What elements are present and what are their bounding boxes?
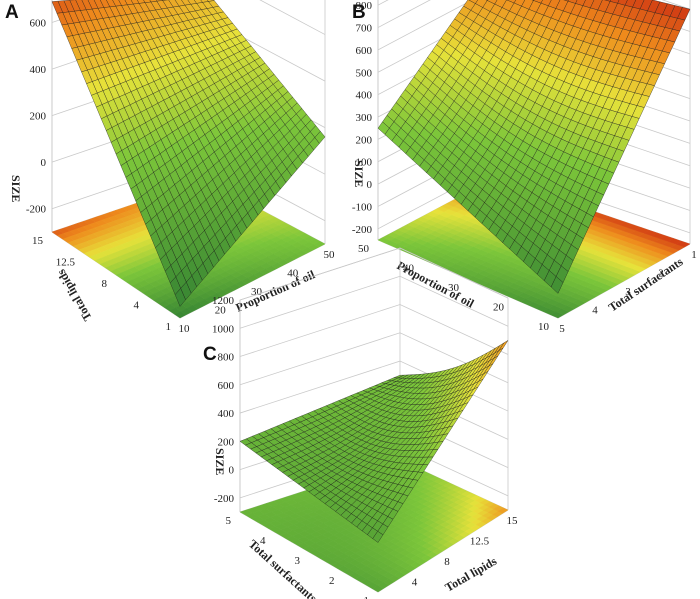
floor-contour-cell [313,241,326,248]
right-axis-tick-label: 3 [625,286,631,298]
z-tick-label: 800 [356,0,373,12]
left-axis-label-a: Total lipids [54,267,95,324]
right-axis-tick-label: 2 [658,268,664,280]
right-axis-tick-label: 40 [287,268,299,280]
z-tick-label: 1200 [212,295,235,307]
z-tick-label: 0 [367,179,373,191]
left-axis-tick-label: 4 [260,535,266,547]
z-tick-label: 200 [30,111,47,123]
z-tick-label: 300 [356,112,373,124]
panel-letter-c: C [203,344,217,365]
right-axis-tick-label: 1 [691,249,697,261]
left-axis-tick-label: 12.5 [56,257,76,269]
left-axis-tick-label: 50 [358,243,370,255]
z-tick-label: 100 [356,157,373,169]
left-axis-tick-label: 8 [102,278,108,290]
surface-cell [174,288,186,307]
z-tick-label: 400 [218,408,235,420]
floor-contour-cell [497,507,509,514]
z-tick-label: 600 [30,18,47,30]
right-axis-tick-label: 8 [444,556,450,568]
left-axis-tick-label: 1 [166,321,172,333]
left-axis-tick-label: 15 [32,235,44,247]
left-axis-tick-label: 5 [226,515,232,527]
surface-cell [550,276,564,294]
z-gridline [239,247,509,301]
right-axis-tick-label: 4 [412,577,418,589]
right-axis-tick-label: 12.5 [470,536,490,548]
panel-letter-b: B [352,2,366,23]
z-axis-label-c: SIZE [213,448,227,475]
z-tick-label: -200 [214,493,235,505]
left-axis-tick-label: 30 [448,282,460,294]
right-axis-tick-label: 5 [559,323,565,335]
z-gridline [239,275,509,329]
left-axis-tick-label: 10 [538,321,550,333]
floor-contour-cell [675,241,691,248]
right-axis-tick-label: 20 [215,305,227,317]
z-axis-label-b: SIZE [352,160,366,187]
z-tick-label: 800 [218,352,235,364]
left-axis-tick-label: 20 [493,302,505,314]
z-tick-label: 0 [229,465,235,477]
left-axis-tick-label: 4 [134,300,140,312]
right-axis-tick-label: 10 [179,323,191,335]
left-axis-tick-label: 3 [295,555,301,567]
left-axis-tick-label: 2 [329,575,335,587]
z-tick-label: 200 [218,436,235,448]
surface-cell [372,531,384,543]
z-tick-label: 400 [356,90,373,102]
right-axis-tick-label: 50 [324,249,336,261]
z-tick-label: 600 [218,380,235,392]
panel-letter-a: A [5,2,19,23]
z-tick-label: 700 [356,23,373,35]
left-axis-tick-label: 40 [403,263,415,275]
right-axis-tick-label: 4 [592,305,598,317]
z-tick-label: 500 [356,67,373,79]
z-tick-label: 400 [30,64,47,76]
z-tick-label: -200 [26,204,47,216]
z-tick-label: 600 [356,45,373,57]
z-axis-label-a: SIZE [9,175,23,202]
right-axis-label-c: Total lipids [443,554,500,595]
right-axis-tick-label: 30 [251,286,263,298]
right-axis-tick-label: 15 [507,515,519,527]
left-axis-tick-label: 1 [364,595,370,599]
z-gridline [239,304,509,357]
z-tick-label: 1000 [212,323,235,335]
z-tick-label: 0 [41,157,47,169]
right-axis-tick-label: 1 [379,597,385,599]
z-tick-label: 200 [356,134,373,146]
panel-b: B 800 700 600 500 400 300 200 100 0 -100 -200 50 40 3… [352,0,697,335]
z-tick-label: -200 [352,224,373,236]
z-tick-label: -100 [352,201,373,213]
